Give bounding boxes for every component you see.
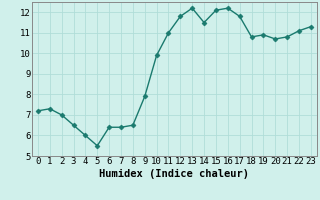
X-axis label: Humidex (Indice chaleur): Humidex (Indice chaleur)	[100, 169, 249, 179]
